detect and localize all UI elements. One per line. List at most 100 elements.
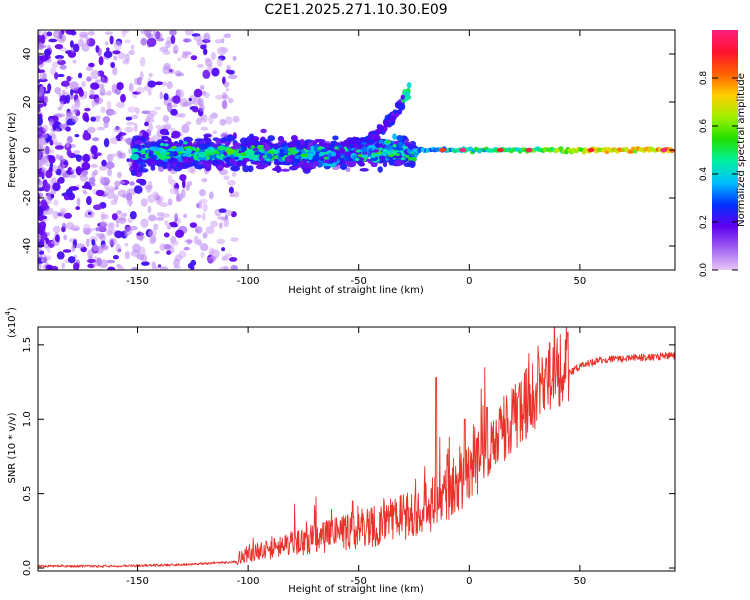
snr-x-tick-label: -50 [351,576,367,587]
noise-blob [60,30,65,35]
highlight-blob [160,142,165,147]
noise-blob [179,174,187,182]
noise-blob [182,38,192,43]
noise-blob [172,95,181,104]
noise-blob [147,80,157,88]
noise-blob [60,80,70,87]
noise-blob [221,247,226,252]
main-band-blob [255,164,266,170]
noise-blob [166,102,173,113]
main-band-blob [377,166,383,173]
noise-blob [200,44,207,50]
noise-blob [139,56,146,67]
snr-x-tick-label: 0 [466,576,472,587]
noise-blob [162,65,172,75]
main-band-blob [182,162,190,167]
noise-blob [107,266,116,270]
snr-x-tick-label: -100 [237,576,260,587]
noise-blob [106,47,110,52]
noise-blob [136,87,145,94]
snr-series [38,327,675,568]
noise-blob [221,256,229,261]
snr-multiplier: (x104) [4,307,18,338]
noise-blob [49,162,54,169]
noise-blob [120,93,126,103]
main-band-blob [221,137,227,142]
noise-blob [203,49,208,55]
noise-blob [203,92,210,99]
noise-blob [92,245,100,252]
noise-blob [208,191,214,200]
noise-blob [141,261,150,266]
noise-blob [54,86,62,95]
main-band-blob [294,154,301,160]
noise-blob [43,243,49,249]
highlight-blob [378,147,383,151]
noise-blob [123,138,132,143]
core-band-segment [558,146,564,151]
noise-blob [101,76,105,84]
noise-blob [92,204,103,211]
lower-branch-blob [396,134,404,142]
noise-blob [197,201,203,209]
noise-blob [106,90,112,96]
noise-blob [210,255,217,260]
upper-branch-blob [394,101,402,108]
noise-blob [62,161,68,165]
noise-blob [197,64,204,68]
noise-blob [82,112,89,122]
noise-blob [155,125,162,129]
lower-branch-blob [338,147,346,155]
noise-blob [116,81,124,91]
noise-blob [96,126,106,131]
lower-branch-blob [392,133,397,140]
snr-panel: -150 -100 -50 0 50 0.0 0.5 1.0 1.5 Height of st… [4,307,676,595]
hotspot [496,147,504,153]
main-band-blob [176,165,185,169]
noise-blob [38,149,44,158]
noise-blob [129,225,138,231]
lower-branch-blob [384,144,393,150]
noise-blob [90,116,97,122]
snr-y-label: SNR (10 * v/v) [7,412,18,483]
main-band-blob [281,168,290,172]
noise-blob [45,264,53,270]
noise-blob [56,251,65,260]
noise-blob [184,30,194,36]
colorbar: 0.0 0.2 0.4 0.6 0.8 Normalized spectral ampl… [699,30,747,277]
noise-blob [38,193,41,201]
upper-branch-blob [389,115,397,122]
noise-blob [85,66,93,72]
noise-blob [128,82,134,92]
noise-blob [50,193,55,199]
main-band-blob [299,138,305,146]
noise-blob [154,266,159,270]
noise-blob [148,110,158,116]
main-band-blob [265,153,273,161]
noise-blob [68,186,79,191]
noise-blob [202,203,208,212]
upper-branch-blob [376,130,381,135]
noise-blob [117,132,127,136]
noise-blob [224,116,233,125]
lower-branch-blob [330,151,337,158]
noise-blob [38,179,42,189]
noise-blob [221,99,228,110]
highlight-blob [183,141,188,145]
noise-blob [171,104,178,108]
highlight-blob [385,140,391,144]
main-band-blob [228,158,236,164]
noise-blob [166,250,172,256]
highlight-blob [166,155,171,160]
noise-blob [73,150,81,155]
lower-branch-blob [397,141,403,149]
main-band-blob [166,162,171,170]
spectrogram-x-ticks: -150 -100 -50 0 50 [126,30,586,287]
upper-branch-blob [388,121,395,126]
noise-blob [87,211,92,216]
noise-blob [122,30,130,34]
noise-blob [170,179,176,187]
noise-blob [201,114,208,123]
noise-blob [57,57,63,62]
noise-blob [94,97,104,105]
